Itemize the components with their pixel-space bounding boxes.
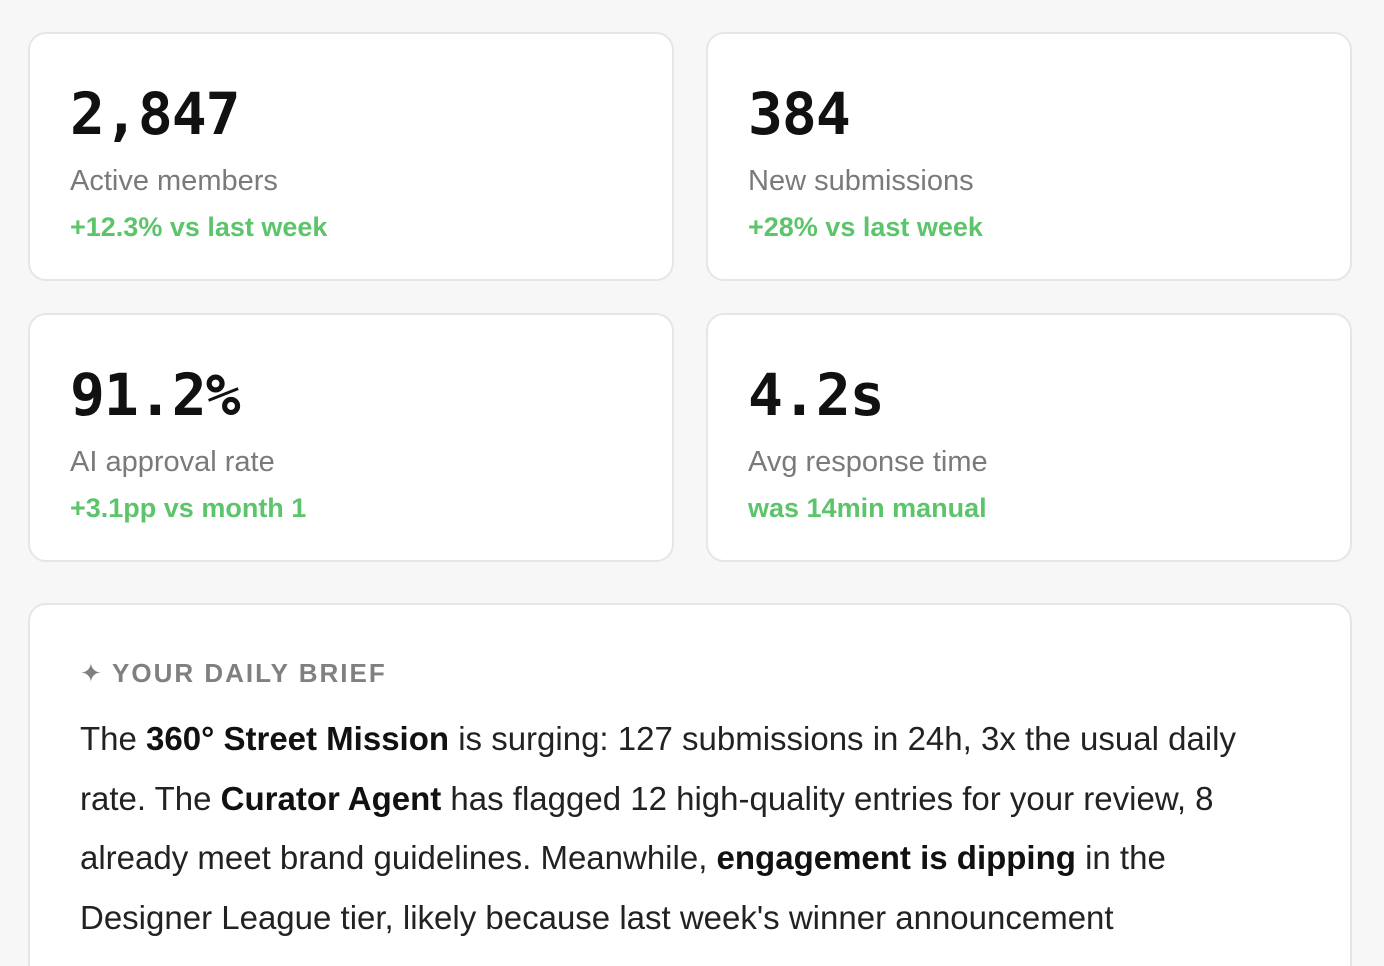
stat-label: Avg response time: [748, 446, 988, 478]
stat-grid: 2,847 Active members +12.3% vs last week…: [28, 32, 1352, 562]
sparkle-icon: ✦: [80, 658, 102, 688]
stat-card-new-submissions: 384 New submissions +28% vs last week: [706, 32, 1352, 281]
stat-value: 91.2%: [70, 361, 241, 429]
brief-segment: The: [80, 720, 147, 757]
daily-brief-text: The 360° Street Mission is surging: 127 …: [80, 709, 1300, 947]
stat-delta: +3.1pp vs month 1: [70, 493, 307, 523]
stat-label: New submissions: [748, 165, 974, 197]
daily-brief-heading: ✦ YOUR DAILY BRIEF: [80, 657, 1300, 689]
brief-segment: in the Designer League tier, likely beca…: [80, 839, 1166, 936]
brief-highlight-agent: Curator Agent: [220, 779, 442, 817]
daily-brief-card: ✦ YOUR DAILY BRIEF The 360° Street Missi…: [28, 603, 1352, 966]
brief-segment: has flagged 12 high-quality entries for …: [80, 779, 1214, 877]
brief-segment: is surging: 127 submissions in 24h, 3x t…: [80, 720, 1236, 817]
stat-card-ai-approval-rate: 91.2% AI approval rate +3.1pp vs month 1: [28, 313, 674, 562]
brief-highlight-engagement: engagement is dipping: [716, 839, 1076, 876]
stat-value: 2,847: [70, 80, 241, 148]
stat-label: Active members: [70, 165, 278, 197]
daily-brief-heading-label: YOUR DAILY BRIEF: [112, 658, 387, 688]
stat-delta: +28% vs last week: [748, 212, 983, 242]
stat-card-avg-response-time: 4.2s Avg response time was 14min manual: [706, 313, 1352, 562]
stat-card-active-members: 2,847 Active members +12.3% vs last week: [28, 32, 674, 281]
stat-value: 4.2s: [748, 361, 885, 429]
stat-value: 384: [748, 80, 851, 148]
brief-highlight-mission: 360° Street Mission: [146, 720, 450, 757]
stat-label: AI approval rate: [70, 446, 275, 478]
stat-delta: +12.3% vs last week: [70, 212, 328, 242]
stat-delta: was 14min manual: [748, 493, 987, 523]
